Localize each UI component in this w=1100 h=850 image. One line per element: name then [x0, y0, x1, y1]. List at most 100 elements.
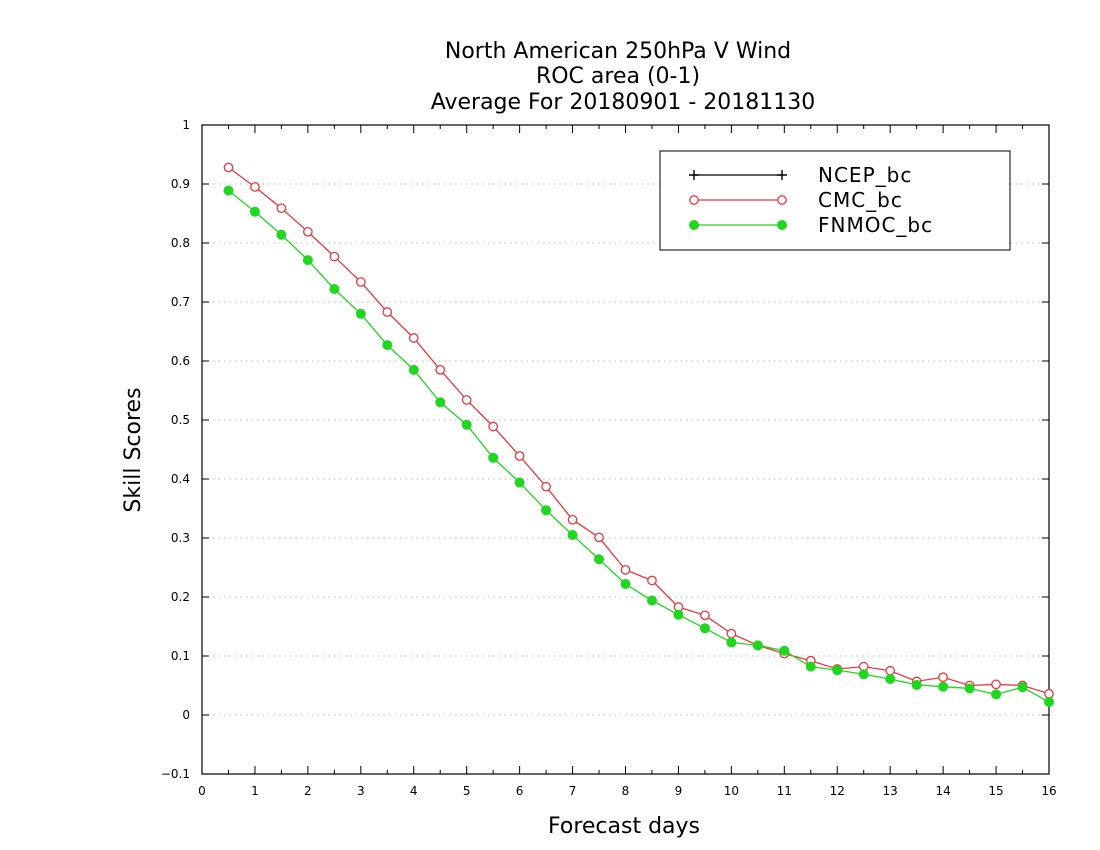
x-tick-label: 16: [1041, 784, 1056, 798]
grid-lines: [202, 183, 1049, 716]
data-point: [858, 669, 869, 680]
x-tick-label: 12: [830, 784, 845, 798]
data-point: [223, 162, 234, 173]
data-point: [355, 277, 366, 287]
legend-label: CMC_bc: [818, 188, 903, 212]
data-point: [435, 364, 446, 375]
chart-title-line-3: Average For 20180901 - 20181130: [431, 90, 816, 115]
y-tick-label: 0.2: [171, 590, 190, 604]
x-tick-label: 14: [935, 784, 950, 798]
data-point: [699, 623, 710, 634]
legend-item-cmc-bc: CMC_bc: [689, 188, 903, 212]
data-point: [964, 683, 975, 694]
x-tick-label: 6: [516, 784, 524, 798]
chart-title-line-2: ROC area (0-1): [536, 64, 700, 89]
data-point: [435, 397, 446, 408]
data-point: [488, 421, 499, 432]
y-tick-label: 0.5: [171, 413, 190, 427]
x-tick-label: 1: [251, 784, 259, 798]
y-tick-label: 0.8: [171, 236, 190, 250]
x-tick-label: 4: [410, 784, 418, 798]
series-fnmoc-bc: [223, 185, 1054, 708]
axis-ticks: −0.100.10.20.30.40.50.60.70.80.910 1 2 3 4 5 6…: [161, 118, 1057, 798]
data-point: [250, 182, 260, 192]
data-point: [620, 579, 631, 590]
data-point: [752, 640, 763, 651]
data-point: [488, 452, 499, 463]
data-point: [276, 229, 287, 240]
series-line: [228, 189, 1050, 703]
data-point: [355, 308, 366, 319]
data-point: [408, 364, 419, 375]
y-axis-label: Skill Scores: [121, 387, 146, 512]
data-point: [567, 514, 578, 525]
data-point: [673, 609, 684, 620]
legend-marker: [777, 195, 787, 205]
y-tick-label: −0.1: [161, 767, 190, 781]
data-point: [594, 532, 604, 543]
series-layer: [223, 162, 1054, 708]
x-tick-label: 8: [622, 784, 630, 798]
data-point: [1017, 682, 1028, 693]
data-point: [514, 451, 525, 461]
data-point: [382, 340, 393, 351]
x-axis-label: Forecast days: [548, 814, 700, 839]
y-tick-label: 0.6: [171, 354, 190, 368]
data-point: [223, 185, 234, 196]
legend-marker: [689, 170, 699, 180]
y-tick-label: 0.4: [171, 472, 190, 486]
data-point: [1044, 688, 1054, 699]
data-point: [647, 575, 657, 586]
data-point: [461, 395, 472, 405]
data-point: [779, 645, 790, 656]
x-tick-label: 0: [198, 784, 206, 798]
data-point: [885, 674, 896, 685]
legend-marker: [777, 220, 787, 230]
y-tick-label: 0.7: [171, 295, 190, 309]
x-tick-label: 9: [675, 784, 683, 798]
x-tick-label: 15: [988, 784, 1003, 798]
chart-title-line-1: North American 250hPa V Wind: [445, 39, 791, 64]
data-point: [938, 681, 949, 692]
data-point: [1044, 697, 1054, 708]
data-point: [991, 689, 1002, 700]
data-point: [991, 679, 1001, 690]
y-tick-label: 0.1: [171, 649, 190, 663]
data-point: [885, 665, 896, 676]
data-point: [726, 637, 737, 648]
data-point: [541, 505, 552, 516]
data-point: [594, 554, 605, 565]
legend-label: FNMOC_bc: [818, 213, 933, 237]
legend-label: NCEP_bc: [818, 163, 912, 187]
data-point: [302, 255, 313, 266]
data-point: [805, 661, 816, 672]
data-point: [832, 665, 843, 676]
data-point: [911, 679, 922, 690]
data-point: [329, 251, 340, 262]
legend-item-ncep-bc: NCEP_bc: [689, 163, 912, 187]
legend-item-fnmoc-bc: FNMOC_bc: [689, 213, 933, 237]
data-point: [541, 481, 551, 492]
x-tick-label: 3: [357, 784, 365, 798]
data-point: [249, 206, 260, 217]
data-point: [646, 595, 657, 606]
data-point: [329, 284, 340, 295]
data-point: [726, 628, 737, 639]
legend-marker: [689, 195, 699, 205]
data-point: [620, 565, 631, 575]
data-point: [514, 477, 525, 488]
data-point: [303, 226, 313, 237]
legend-marker: [689, 220, 699, 230]
x-tick-label: 5: [463, 784, 471, 798]
data-point: [461, 419, 472, 430]
y-tick-label: 0.3: [171, 531, 190, 545]
data-point: [938, 672, 948, 683]
x-tick-label: 2: [304, 784, 312, 798]
x-tick-label: 13: [883, 784, 898, 798]
y-tick-label: 0.9: [171, 177, 190, 191]
data-point: [276, 203, 287, 214]
data-point: [567, 530, 578, 541]
y-tick-label: 1: [182, 118, 190, 132]
